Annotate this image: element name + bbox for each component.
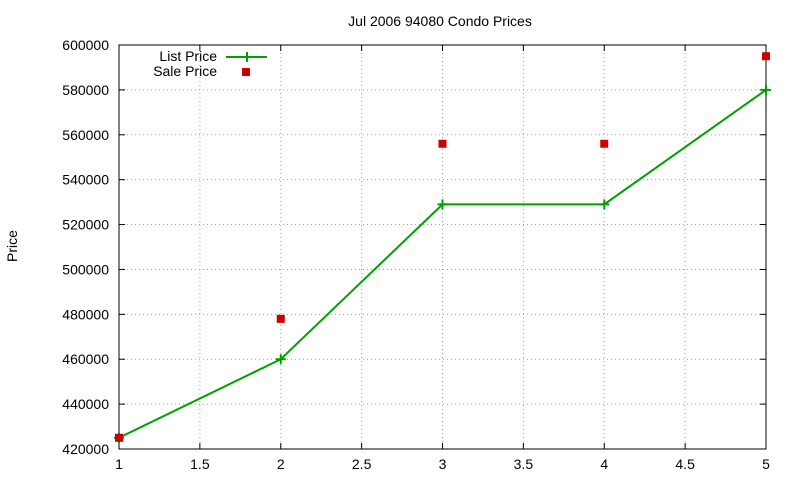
x-tick-label: 4.5: [675, 456, 695, 472]
x-tick-label: 2: [277, 456, 285, 472]
y-tick-label: 460000: [62, 351, 109, 367]
sale-price-point: [115, 433, 123, 442]
chart-title: Jul 2006 94080 Condo Prices: [348, 13, 532, 29]
list-price-point: [599, 199, 610, 210]
y-tick-label: 580000: [62, 82, 109, 98]
x-tick-label: 3: [439, 456, 447, 472]
x-tick-label: 1: [115, 456, 123, 472]
y-axis-label: Price: [4, 230, 20, 262]
y-tick-label: 500000: [62, 261, 109, 277]
legend-label-sale-price: Sale Price: [153, 63, 217, 79]
legend-swatch-list-price-marker: [242, 52, 252, 62]
data-series: [114, 52, 771, 443]
sale-price-point: [600, 139, 609, 148]
grid-lines: [119, 45, 766, 449]
sale-price-point: [762, 52, 770, 61]
y-tick-label: 540000: [62, 172, 109, 188]
axis-ticks: 1 1.5 2 2.5 3 3.5 4 4.5 5 420000 440000 460000 48000…: [62, 37, 770, 472]
x-tick-label: 3.5: [514, 456, 534, 472]
y-tick-label: 420000: [62, 441, 109, 457]
x-tick-label: 5: [762, 456, 770, 472]
x-tick-label: 2.5: [352, 456, 372, 472]
legend-swatch-sale-price: [242, 68, 250, 76]
x-tick-label: 4: [600, 456, 608, 472]
list-price-point: [761, 84, 771, 95]
sale-price-point: [276, 314, 285, 323]
y-tick-label: 480000: [62, 306, 109, 322]
legend-label-list-price: List Price: [159, 48, 217, 64]
y-tick-label: 560000: [62, 127, 109, 143]
sale-price-point: [438, 139, 447, 148]
y-tick-label: 520000: [62, 217, 109, 233]
legend: List Price Sale Price: [153, 48, 267, 79]
list-price-point: [437, 199, 448, 210]
y-tick-label: 440000: [62, 396, 109, 412]
list-price-point: [275, 354, 286, 365]
y-tick-label: 600000: [62, 37, 109, 53]
x-tick-label: 1.5: [190, 456, 210, 472]
